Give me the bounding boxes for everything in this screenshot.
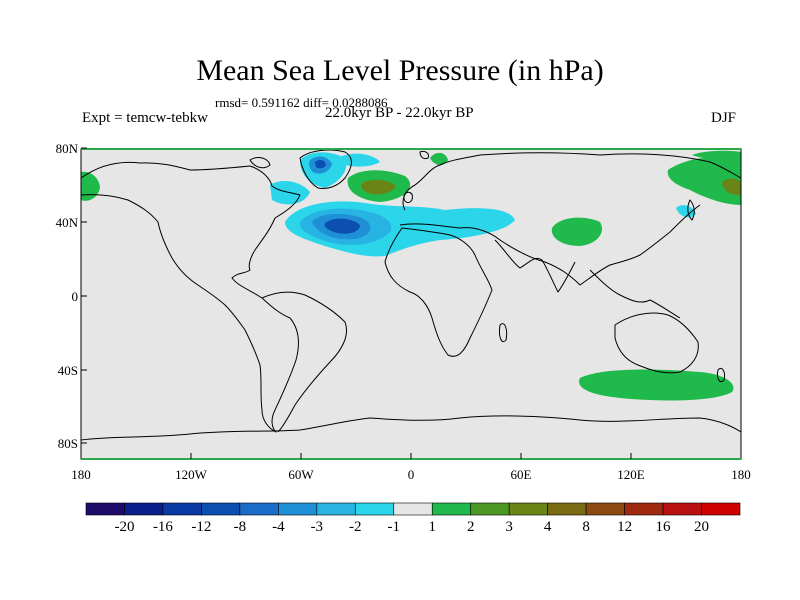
colorbar-label: -4: [272, 519, 285, 535]
colorbar-swatch: [85, 502, 125, 516]
colorbar-label: -12: [191, 519, 212, 535]
southern-ocean-high: [579, 369, 734, 401]
lat-label-80s: 80S: [57, 436, 78, 451]
period-label: 22.0kyr BP - 22.0kyr BP: [325, 105, 474, 121]
colorbar-label: 12: [617, 519, 633, 535]
antarctica-coast: [80, 415, 742, 441]
alaska-high: [81, 171, 100, 201]
lon-label-180e: 180: [731, 467, 751, 482]
lon-label-120w: 120W: [175, 467, 207, 482]
colorbar-label: -2: [349, 519, 362, 535]
southeast-asia-coast: [589, 269, 681, 319]
lon-label-0: 0: [407, 467, 415, 482]
anomaly-fields: [81, 150, 741, 401]
colorbar-swatch: [239, 502, 279, 516]
africa-coast: [384, 227, 493, 357]
colorbar-swatch: [201, 502, 241, 516]
map-frame: [80, 147, 742, 460]
lat-label-40s: 40S: [57, 363, 78, 378]
siberia-high-core: [722, 178, 741, 196]
season-label: DJF: [711, 110, 737, 126]
lon-label-60w: 60W: [288, 467, 314, 482]
lat-label-40n: 40N: [55, 215, 78, 230]
svalbard-coast: [419, 151, 429, 160]
colorbar-label: -1: [387, 519, 401, 535]
colorbar-swatch: [431, 502, 472, 516]
colorbar-label: -3: [310, 519, 324, 535]
stats-text: rmsd= 0.591162 diff= 0.0288086: [215, 95, 388, 110]
colorbar-label: 1: [428, 519, 436, 535]
lon-label-60e: 60E: [510, 467, 532, 482]
asia-high: [551, 217, 602, 246]
map-background: [81, 149, 741, 459]
colorbar-swatch: [278, 502, 318, 516]
canadian-arctic-coast: [249, 157, 271, 169]
experiment-label: Expt = temcw-tebkw: [82, 110, 208, 126]
colorbar-swatch: [470, 502, 510, 516]
atlantic-low-core: [324, 218, 360, 234]
colorbar-swatch: [585, 502, 625, 516]
colorbar-label: 3: [505, 519, 513, 535]
arabia-india-coast: [494, 239, 576, 293]
colorbar-label: -8: [233, 519, 247, 535]
new-zealand-coast: [717, 367, 725, 383]
australia-coast: [614, 312, 699, 374]
colorbar: [85, 502, 741, 516]
barents-high: [430, 152, 448, 166]
arctic-strip: [692, 150, 741, 162]
colorbar-label: 4: [543, 519, 552, 535]
colorbar-swatch: [316, 502, 356, 516]
colorbar-label: 2: [466, 519, 475, 535]
madagascar-coast: [499, 323, 508, 343]
colorbar-swatch: [124, 502, 164, 516]
colorbar-label: 8: [582, 519, 590, 535]
japan-coast: [687, 199, 695, 221]
colorbar-label: 20: [694, 519, 710, 535]
map-title: Mean Sea Level Pressure (in hPa): [196, 54, 604, 87]
coastlines: [80, 149, 742, 441]
siberia-high: [667, 157, 741, 205]
colorbar-swatch: [162, 502, 202, 516]
colorbar-swatch: [354, 502, 395, 516]
british-isles-coast: [403, 191, 413, 203]
lon-label-120e: 120E: [617, 467, 645, 482]
iceland-high-inner: [361, 179, 396, 195]
colorbar-swatch: [393, 502, 433, 516]
colorbar-swatch: [662, 502, 702, 516]
colorbar-swatch: [547, 502, 587, 516]
south-america-coast: [261, 291, 347, 433]
lat-label-0: 0: [71, 289, 79, 304]
colorbar-swatch: [701, 502, 741, 516]
colorbar-swatch: [624, 502, 664, 516]
north-america-coast: [80, 161, 301, 433]
greenland-coast: [299, 149, 352, 189]
eurasia-coast: [402, 152, 742, 211]
colorbar-label: 16: [655, 519, 671, 535]
colorbar-label: -20: [114, 519, 135, 535]
colorbar-swatch: [508, 502, 548, 516]
lat-label-80n: 80N: [55, 141, 78, 156]
pacific-low: [676, 205, 696, 218]
greenland-low-core: [315, 159, 326, 169]
lon-label-180w: 180: [71, 467, 91, 482]
colorbar-label: -16: [152, 519, 173, 535]
europe-asia-south-coast: [399, 204, 701, 286]
